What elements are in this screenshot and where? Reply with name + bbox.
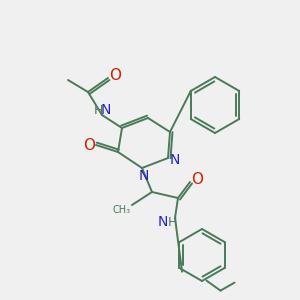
- Text: N: N: [158, 215, 168, 229]
- Text: N: N: [139, 169, 149, 183]
- Text: CH₃: CH₃: [113, 205, 131, 215]
- Text: N: N: [101, 103, 111, 117]
- Text: N: N: [170, 153, 180, 167]
- Text: H: H: [167, 215, 177, 229]
- Text: H: H: [93, 103, 103, 116]
- Text: O: O: [191, 172, 203, 187]
- Text: O: O: [83, 137, 95, 152]
- Text: O: O: [109, 68, 121, 82]
